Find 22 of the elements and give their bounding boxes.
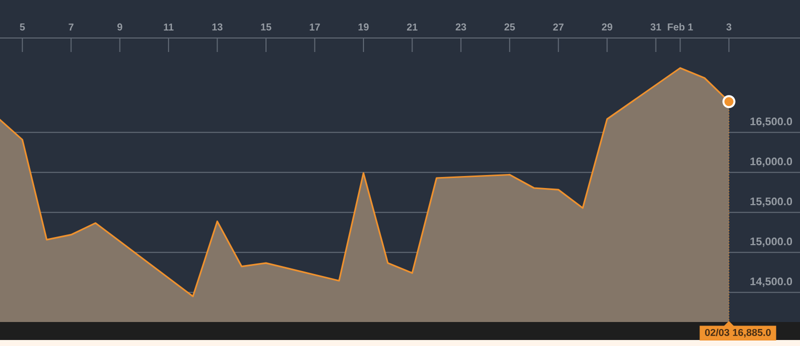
annotation: 02/03 16,885.0 xyxy=(705,328,771,338)
x-tick-label: 5 xyxy=(20,24,25,30)
x-tick-label: 31 xyxy=(650,23,662,30)
x-tick-label: 17 xyxy=(310,24,320,30)
x-tick-label: 25 xyxy=(504,23,515,30)
x-tick-label: 23 xyxy=(456,23,466,30)
x-tick-label: 11 xyxy=(164,24,174,30)
x-tick-label: Feb 1 xyxy=(668,23,693,30)
x-tick-label: 13 xyxy=(212,23,222,30)
x-tick-label: 3 xyxy=(726,23,732,30)
x-tick-label: 29 xyxy=(602,23,612,30)
x-tick-label: 27 xyxy=(553,24,564,30)
y-tick-label: 14,500.0 xyxy=(750,278,792,287)
y-tick-label: 15,000.0 xyxy=(750,238,792,247)
x-tick-label: 19 xyxy=(358,23,369,30)
y-tick-label: 16,500.0 xyxy=(750,118,792,127)
x-tick-label: 21 xyxy=(406,24,418,30)
y-tick-label: 16,000.0 xyxy=(750,158,792,167)
x-tick-label: 15 xyxy=(261,24,272,30)
x-tick-label: 7 xyxy=(68,24,74,30)
x-tick-label: 9 xyxy=(117,23,122,30)
y-tick-label: 15,500.0 xyxy=(750,198,792,207)
